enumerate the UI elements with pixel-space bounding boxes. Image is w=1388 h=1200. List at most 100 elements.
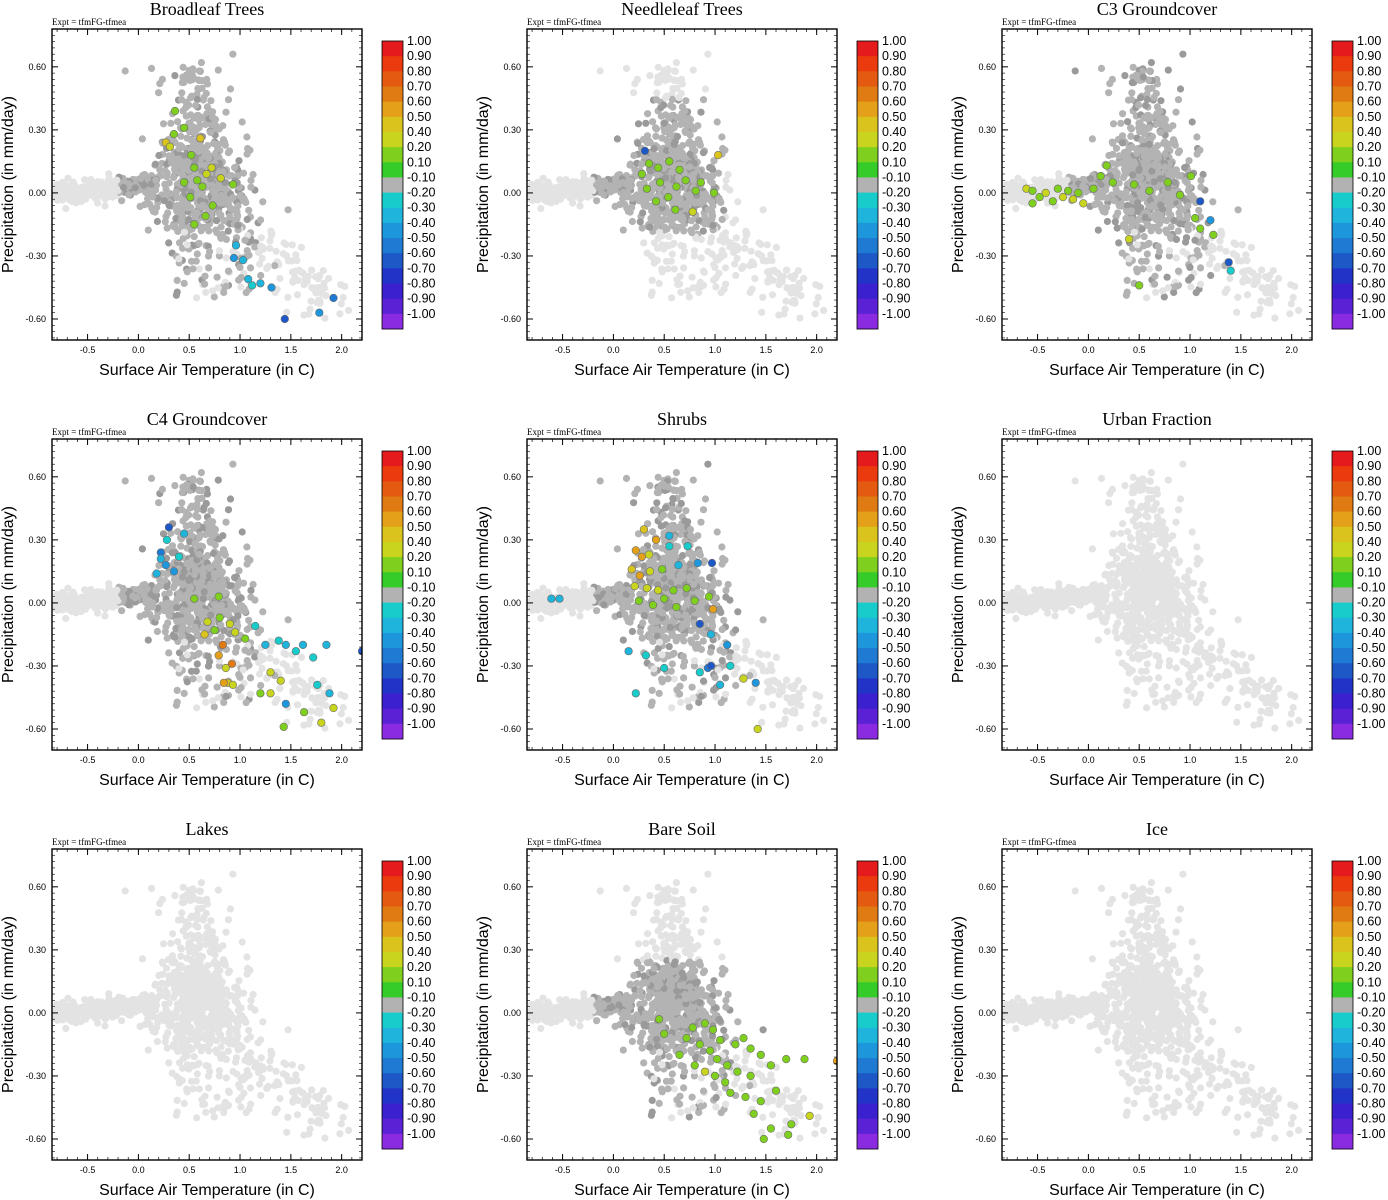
scatter-point — [299, 269, 307, 277]
scatter-point — [1295, 306, 1303, 314]
scatter-point — [193, 112, 201, 120]
highlighted-point — [1135, 281, 1144, 290]
highlighted-point — [198, 182, 207, 191]
highlighted-point — [1096, 172, 1105, 181]
scatter-point — [697, 108, 705, 116]
scatter-point — [171, 482, 179, 490]
scatter-point — [179, 234, 187, 242]
scatter-point — [662, 174, 670, 182]
scatter-point — [161, 628, 169, 636]
scatter-point — [689, 144, 697, 152]
scatter-point — [1130, 228, 1139, 236]
scatter-point — [708, 179, 716, 187]
scatter-point — [1275, 274, 1283, 282]
scatter-point — [178, 89, 186, 97]
scatter-point — [1140, 233, 1148, 241]
scatter-point — [195, 140, 203, 148]
scatter-point — [214, 66, 222, 74]
scatter-point — [214, 284, 222, 292]
scatter-point — [780, 310, 788, 318]
scatter-point — [243, 133, 251, 141]
highlighted-point — [169, 129, 179, 139]
scatter-point — [191, 539, 199, 547]
scatter-point — [1137, 174, 1145, 182]
scatter-point — [215, 662, 223, 670]
scatter-point — [668, 146, 676, 154]
highlighted-point — [315, 308, 324, 317]
scatter-point — [1172, 108, 1180, 116]
scatter-point — [178, 489, 186, 497]
scatter-point — [1289, 293, 1297, 302]
scatter-point — [192, 511, 200, 520]
scatter-point — [224, 149, 232, 157]
y-tick-label: 0.00 — [503, 188, 521, 198]
scatter-point — [1179, 50, 1187, 58]
scatter-point — [763, 241, 771, 249]
scatter-point — [121, 67, 129, 75]
scatter-point — [775, 281, 783, 289]
scatter-point — [179, 581, 187, 589]
scatter-point — [102, 183, 110, 191]
colorbar-swatch — [1332, 268, 1353, 284]
scatter-point — [247, 176, 255, 184]
scatter-point — [1143, 294, 1151, 302]
scatter-point — [1145, 265, 1153, 273]
scatter-point — [1264, 283, 1273, 292]
plot-frame — [1001, 28, 1313, 341]
points-layer — [1002, 50, 1303, 322]
scatter-point — [576, 202, 584, 210]
scatter-point — [732, 216, 740, 224]
scatter-point — [102, 194, 110, 202]
scatter-point — [1201, 243, 1209, 251]
highlighted-point — [190, 220, 199, 229]
colorbar-label: -0.30 — [1357, 201, 1386, 215]
colorbar-swatch — [857, 71, 878, 87]
scatter-point — [663, 137, 671, 145]
scatter-point — [202, 530, 210, 539]
colorbar: 1.000.900.800.70 0.600.500.400.200.10-0.1… — [856, 34, 911, 330]
points-layer — [52, 50, 353, 324]
scatter-point — [820, 306, 828, 314]
scatter-point — [170, 583, 178, 592]
scatter-point — [628, 203, 636, 212]
scatter-point — [188, 635, 196, 643]
scatter-point — [1018, 197, 1026, 206]
scatter-point — [1135, 119, 1143, 127]
scatter-point — [237, 283, 245, 291]
scatter-point — [734, 198, 742, 206]
scatter-point — [1123, 276, 1131, 284]
scatter-point — [226, 495, 235, 503]
colorbar-label: -0.50 — [407, 231, 436, 245]
scatter-point — [187, 584, 195, 592]
scatter-point — [748, 285, 756, 293]
scatter-point — [658, 241, 666, 249]
scatter-point — [643, 139, 651, 147]
colorbar-label: -0.70 — [1357, 261, 1386, 275]
scatter-point — [118, 197, 126, 205]
scatter-point — [606, 184, 614, 192]
scatter-point — [704, 248, 712, 256]
scatter-point — [779, 272, 787, 280]
scatter-point — [764, 277, 772, 285]
scatter-point — [247, 586, 255, 594]
highlighted-point — [652, 197, 661, 206]
scatter-point — [699, 267, 708, 275]
colorbar-swatch — [1332, 253, 1353, 269]
scatter-point — [215, 125, 223, 133]
colorbar-swatch — [1332, 101, 1353, 118]
scatter-point — [229, 50, 237, 58]
scatter-point — [759, 206, 767, 214]
scatter-point — [165, 152, 173, 160]
y-tick-label: -0.30 — [500, 251, 521, 261]
scatter-point — [588, 176, 596, 184]
scatter-point — [220, 216, 228, 224]
scatter-point — [207, 97, 215, 105]
scatter-point — [272, 247, 280, 255]
scatter-point — [195, 76, 203, 84]
scatter-point — [64, 174, 72, 182]
scatter-point — [337, 300, 345, 308]
scatter-point — [325, 274, 333, 282]
scatter-point — [1014, 182, 1022, 190]
scatter-point — [680, 264, 688, 272]
